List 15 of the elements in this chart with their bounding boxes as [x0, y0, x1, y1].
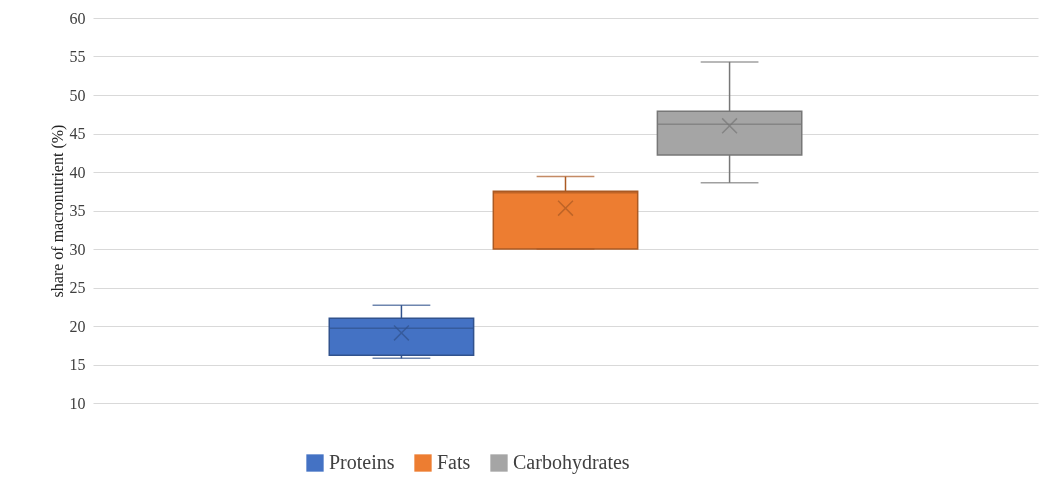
legend-label: Carbohydrates [513, 451, 630, 474]
y-tick-label: 30 [69, 240, 86, 258]
y-tick-label: 55 [69, 48, 86, 65]
y-tick-label: 60 [69, 9, 86, 27]
legend-label: Fats [437, 451, 471, 473]
y-tick-label: 25 [69, 279, 86, 296]
legend-label: Proteins [329, 451, 395, 473]
y-tick-label: 45 [69, 125, 86, 142]
y-tick-label: 50 [69, 86, 86, 104]
y-axis-title: share of macronutrient (%) [48, 124, 67, 298]
y-tick-label: 35 [69, 202, 86, 219]
y-tick-label: 40 [69, 163, 86, 181]
y-tick-label: 15 [69, 356, 86, 373]
y-tick-label: 10 [69, 394, 86, 412]
y-tick-label: 20 [69, 317, 86, 335]
